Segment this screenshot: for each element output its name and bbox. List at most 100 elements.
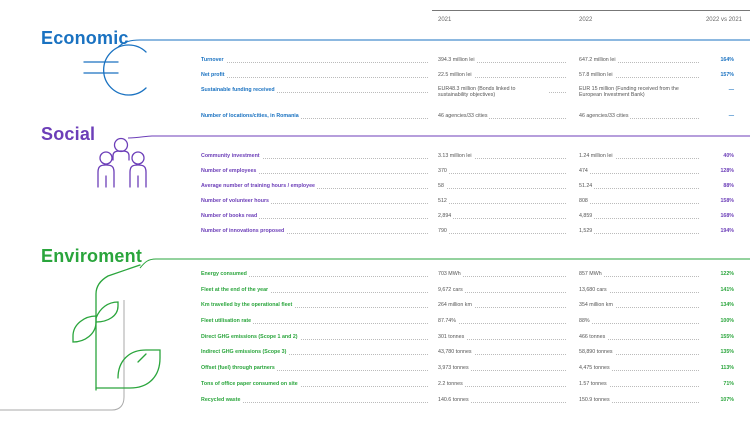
dot-leader bbox=[201, 92, 428, 93]
value-2021: 3.13 million lei bbox=[438, 153, 474, 160]
table-row: Energy consumed 703 MWh 857 MWh 122% bbox=[0, 271, 750, 281]
table-row: Number of locations/cities, in Romania 46… bbox=[0, 113, 750, 123]
dot-leader bbox=[438, 188, 566, 189]
people-icon bbox=[97, 137, 147, 188]
value-2022: 4,475 tonnes bbox=[579, 365, 612, 372]
value-2022: 46 agencies/33 cities bbox=[579, 113, 631, 120]
table-row: Offset (fuel) through partners 3,973 tonn… bbox=[0, 365, 750, 375]
value-2022: 13,680 cars bbox=[579, 287, 609, 294]
value-2022: 808 bbox=[579, 198, 590, 205]
dot-leader bbox=[579, 118, 699, 119]
dot-leader bbox=[201, 62, 428, 63]
bottom-frame bbox=[0, 300, 125, 411]
change-2022-vs-2021: 134% bbox=[718, 302, 734, 309]
table-row: Recycled waste 140.6 tonnes 150.9 tonnes 10… bbox=[0, 397, 750, 407]
dot-leader bbox=[579, 77, 699, 78]
dot-leader bbox=[438, 292, 566, 293]
value-2021: 2,894 bbox=[438, 213, 454, 220]
change-2022-vs-2021: 168% bbox=[718, 213, 734, 220]
dot-leader bbox=[579, 354, 699, 355]
value-2022: 57.8 million lei bbox=[579, 72, 615, 79]
euro-icon bbox=[83, 44, 147, 96]
table-row: Net profit 22.5 million lei 57.8 million l… bbox=[0, 72, 750, 82]
dot-leader bbox=[579, 370, 699, 371]
change-2022-vs-2021: 40% bbox=[721, 153, 734, 160]
row-label: Number of books read bbox=[201, 213, 260, 219]
table-row: Tons of office paper consumed on site 2.2… bbox=[0, 381, 750, 391]
value-2022: EUR 15 million (Funding received from th… bbox=[579, 86, 699, 99]
row-label: Offset (fuel) through partners bbox=[201, 365, 277, 371]
value-2021: 9,672 cars bbox=[438, 287, 465, 294]
change-2022-vs-2021: — bbox=[726, 87, 734, 94]
dot-leader bbox=[438, 218, 566, 219]
row-label: Energy consumed bbox=[201, 271, 249, 277]
row-label: Number of innovations proposed bbox=[201, 228, 287, 234]
table-row: Sustainable funding received EUR48.3 mill… bbox=[0, 86, 750, 99]
change-2022-vs-2021: 71% bbox=[721, 381, 734, 388]
change-2022-vs-2021: 135% bbox=[718, 349, 734, 356]
value-2021: 140.6 tonnes bbox=[438, 397, 471, 404]
value-2022: 1,529 bbox=[579, 228, 595, 235]
row-label: Tons of office paper consumed on site bbox=[201, 381, 300, 387]
dot-leader bbox=[579, 233, 699, 234]
header-rule bbox=[432, 10, 750, 11]
dot-leader bbox=[438, 354, 566, 355]
dot-leader bbox=[579, 402, 699, 403]
table-row: Number of books read 2,894 4,859 168% bbox=[0, 213, 750, 223]
value-2021: 370 bbox=[438, 168, 449, 175]
change-2022-vs-2021: 141% bbox=[718, 287, 734, 294]
dot-leader bbox=[438, 307, 566, 308]
dot-leader bbox=[201, 386, 428, 387]
value-2021: 394.3 million lei bbox=[438, 57, 477, 64]
dot-leader bbox=[579, 323, 699, 324]
social-rule bbox=[127, 135, 750, 139]
dot-leader bbox=[201, 173, 428, 174]
table-row: Number of volunteer hours 512 808 158% bbox=[0, 198, 750, 208]
value-2021: EUR48.3 million (Bonds linked to sustain… bbox=[438, 86, 548, 99]
dot-leader bbox=[438, 370, 566, 371]
dot-leader bbox=[438, 386, 566, 387]
value-2022: 51.24 bbox=[579, 183, 595, 190]
value-2022: 466 tonnes bbox=[579, 334, 608, 341]
value-2021: 3,973 tonnes bbox=[438, 365, 471, 372]
environment-title: Enviroment bbox=[41, 246, 143, 266]
dot-leader bbox=[579, 386, 699, 387]
dot-leader bbox=[201, 118, 428, 119]
row-label: Km travelled by the operational fleet bbox=[201, 302, 295, 308]
change-2022-vs-2021: — bbox=[726, 113, 734, 120]
dot-leader bbox=[201, 323, 428, 324]
dot-leader bbox=[438, 118, 566, 119]
row-label: Number of employees bbox=[201, 168, 259, 174]
table-row: Indirect GHG emissions (Scope 3) 43,780 t… bbox=[0, 349, 750, 359]
value-2022: 354 million km bbox=[579, 302, 615, 309]
row-label: Fleet at the end of the year bbox=[201, 287, 271, 293]
value-2022: 1.57 tonnes bbox=[579, 381, 609, 388]
dot-leader bbox=[438, 77, 566, 78]
value-2022: 150.9 tonnes bbox=[579, 397, 612, 404]
economic-title: Economic bbox=[41, 28, 129, 48]
social-title: Social bbox=[41, 124, 96, 144]
change-2022-vs-2021: 113% bbox=[718, 365, 734, 372]
table-row: Fleet utilisation rate 87.74% 88% 100% bbox=[0, 318, 750, 328]
dot-leader bbox=[201, 339, 428, 340]
dot-leader bbox=[579, 276, 699, 277]
row-label: Number of volunteer hours bbox=[201, 198, 271, 204]
value-2021: 703 MWh bbox=[438, 271, 463, 278]
dot-leader bbox=[438, 173, 566, 174]
value-2021: 43,780 tonnes bbox=[438, 349, 474, 356]
table-row: Number of employees 370 474 128% bbox=[0, 168, 750, 178]
value-2022: 1.24 million lei bbox=[579, 153, 615, 160]
value-2022: 474 bbox=[579, 168, 590, 175]
table-row: Km travelled by the operational fleet 264… bbox=[0, 302, 750, 312]
economic-rule bbox=[117, 39, 750, 48]
dot-leader bbox=[579, 203, 699, 204]
value-2021: 22.5 million lei bbox=[438, 72, 474, 79]
value-2021: 46 agencies/33 cities bbox=[438, 113, 490, 120]
dot-leader bbox=[438, 276, 566, 277]
value-2021: 512 bbox=[438, 198, 449, 205]
change-2022-vs-2021: 88% bbox=[721, 183, 734, 190]
change-2022-vs-2021: 158% bbox=[718, 198, 734, 205]
column-header-2021: 2021 bbox=[438, 17, 452, 23]
dot-leader bbox=[579, 339, 699, 340]
value-2022: 647.2 million lei bbox=[579, 57, 618, 64]
